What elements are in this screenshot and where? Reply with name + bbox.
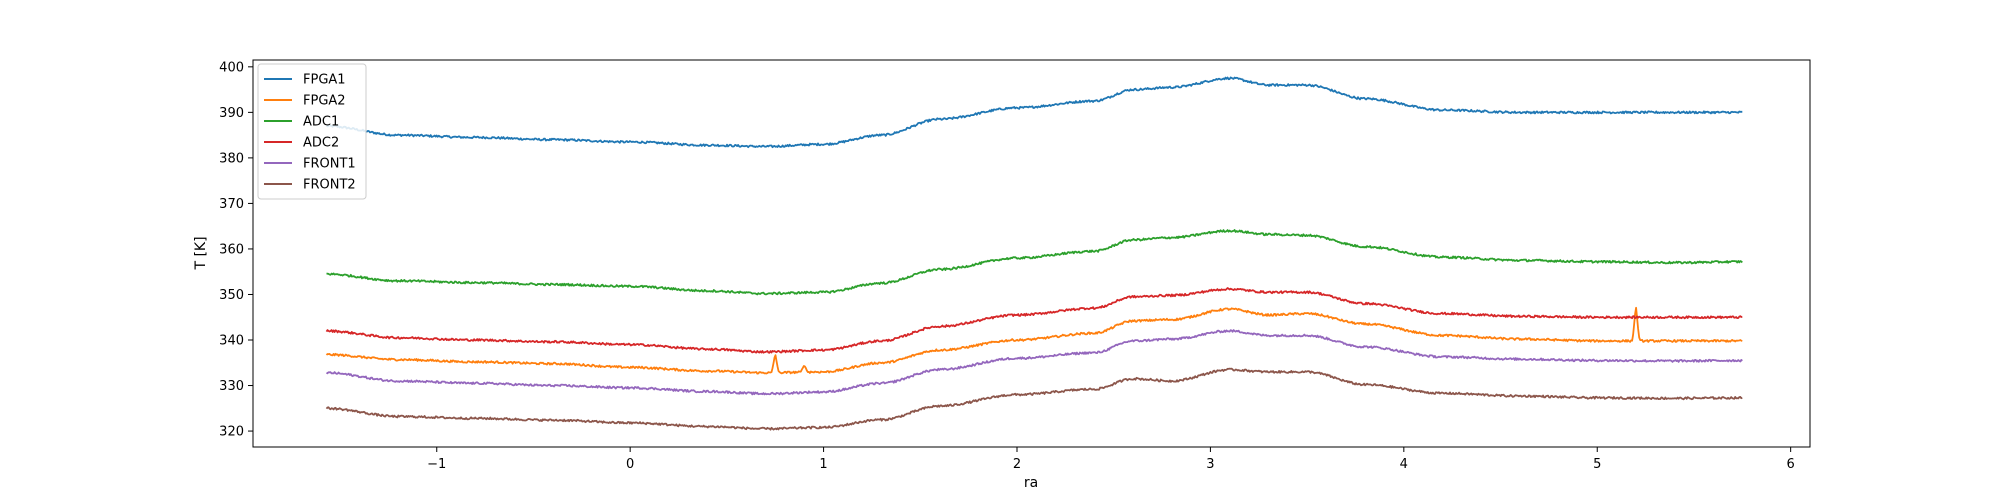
y-tick-label: 400 xyxy=(219,60,244,75)
y-tick-label: 320 xyxy=(219,425,244,440)
plot-area xyxy=(253,60,1810,447)
y-tick-label: 380 xyxy=(219,151,244,166)
legend-label-fpga2: FPGA2 xyxy=(303,94,346,109)
series-layer xyxy=(325,76,1743,431)
legend-label-adc1: ADC1 xyxy=(303,115,339,130)
x-tick-label: 6 xyxy=(1787,457,1795,472)
x-tick-label: 2 xyxy=(1013,457,1021,472)
series-line-adc1 xyxy=(326,229,1743,296)
legend-label-front1: FRONT1 xyxy=(303,157,356,172)
y-tick-label: 390 xyxy=(219,106,244,121)
series-line-front1 xyxy=(326,329,1743,396)
x-tick-label: 1 xyxy=(819,457,827,472)
legend-box xyxy=(257,63,367,200)
y-tick-label: 330 xyxy=(219,379,244,394)
x-axis-ticks: −1 0 1 2 3 4 5 6 xyxy=(427,447,1795,472)
x-axis-label: ra xyxy=(1024,475,1038,491)
y-axis-ticks: 320 330 340 350 360 370 380 390 400 xyxy=(219,60,253,440)
y-tick-label: 370 xyxy=(219,197,244,212)
series-line-fpga2 xyxy=(325,306,1743,375)
plot-frame xyxy=(252,59,1811,448)
series-line-fpga1 xyxy=(325,76,1743,149)
legend-label-adc2: ADC2 xyxy=(303,136,339,151)
legend-label-front2: FRONT2 xyxy=(303,178,356,193)
series-line-adc2 xyxy=(325,287,1743,354)
x-tick-label: −1 xyxy=(427,457,446,472)
x-tick-label: 3 xyxy=(1206,457,1214,472)
y-axis-label: T [K] xyxy=(193,236,209,270)
legend-label-fpga1: FPGA1 xyxy=(303,73,346,88)
x-tick-label: 4 xyxy=(1400,457,1408,472)
series-line-front2 xyxy=(325,367,1743,431)
x-tick-label: 5 xyxy=(1593,457,1601,472)
y-tick-label: 340 xyxy=(219,334,244,349)
y-tick-label: 350 xyxy=(219,288,244,303)
x-tick-label: 0 xyxy=(626,457,634,472)
legend: FPGA1 FPGA2 ADC1 ADC2 FRONT1 FRONT2 xyxy=(257,63,367,200)
y-tick-label: 360 xyxy=(219,242,244,257)
